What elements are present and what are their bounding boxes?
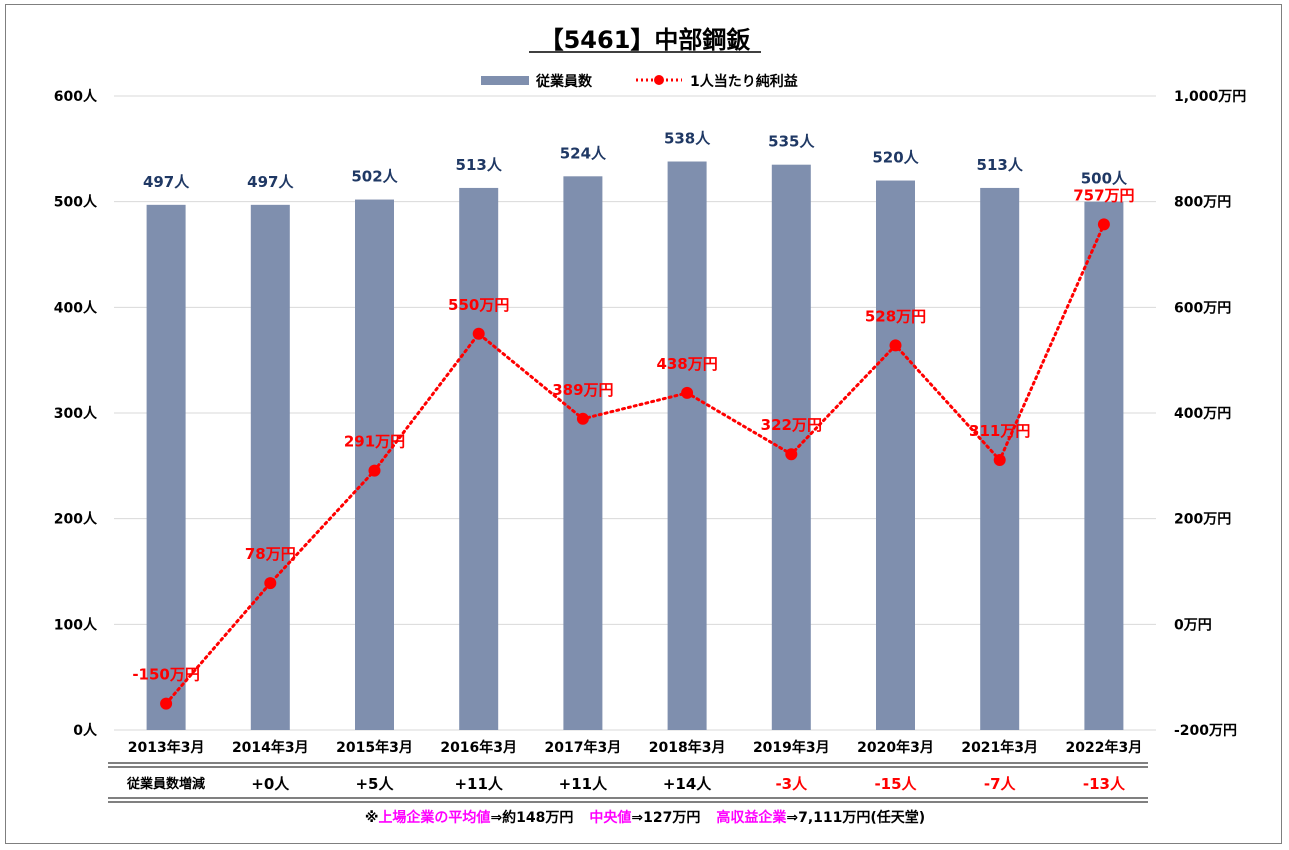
y-left-tick-label: 200人 [54,511,98,528]
bar-data-label: 538人 [664,130,711,148]
y-right-tick-label: 0万円 [1174,617,1212,633]
table-row-label: 従業員数増減 [126,776,205,792]
line-data-label: 438万円 [656,355,717,373]
legend-bar-label: 従業員数 [535,73,593,90]
line-point [785,448,798,461]
delta-value: -7人 [984,775,1017,793]
delta-values: +0人 +5人 +11人 +11人 +14人 -3人 -15人 -7人 -13人 [251,775,1126,793]
bar-data-label: 513人 [456,156,503,174]
line-point [576,412,589,425]
line-data-label: 550万円 [448,296,509,314]
chart-title: 【5461】中部鋼鈑 [540,26,751,54]
x-tick-label: 2015年3月 [336,739,413,756]
y-left-tick-label: 300人 [54,405,98,422]
bar [1084,201,1124,730]
delta-value: +5人 [355,775,394,793]
footnote-label-average: 上場企業の平均値 [378,809,490,826]
x-tick-label: 2017年3月 [545,739,622,756]
bar [250,204,290,730]
line-data-label: 322万円 [761,416,822,434]
bar [667,161,707,731]
legend-bar-swatch [481,76,529,85]
delta-value: +11人 [559,775,608,793]
footnote-value-high: ⇒7,111万円(任天堂) [786,809,925,826]
bar-data-label: 520人 [872,149,919,167]
y-axis-left: 0人 100人 200人 300人 400人 500人 600人 [54,88,98,739]
legend: 従業員数 1人当たり純利益 [481,73,798,90]
y-right-tick-label: 200万円 [1174,512,1231,528]
x-tick-label: 2022年3月 [1066,739,1143,756]
x-tick-label: 2016年3月 [440,739,517,756]
y-left-tick-label: 100人 [54,616,98,633]
bar [771,164,811,730]
footnote-prefix: ※ [365,810,379,826]
legend-line-marker [654,75,664,85]
bar [146,204,186,730]
y-left-tick-label: 500人 [54,194,98,211]
footnote-label-high: 高収益企業 [716,809,787,826]
line-point [681,386,694,399]
x-tick-label: 2019年3月 [753,739,830,756]
line-data-label: 291万円 [344,433,405,451]
bar-data-label: 524人 [560,144,607,162]
line-data-label: 78万円 [245,545,296,563]
y-right-tick-label: 600万円 [1174,300,1231,316]
x-tick-label: 2020年3月 [857,739,934,756]
bar-data-label: 497人 [247,173,294,191]
delta-table: 従業員数増減 +0人 +5人 +11人 +11人 +14人 -3人 -15人 -7人 -13人 [108,762,1148,803]
line-point [472,327,485,340]
line-data-label: -150万円 [132,666,200,684]
y-right-tick-label: 1,000万円 [1174,89,1246,105]
bar [876,180,915,731]
delta-value: +14人 [663,775,712,793]
bar-data-label: 500人 [1081,170,1128,188]
y-right-tick-label: 800万円 [1174,195,1231,211]
delta-value: -3人 [775,775,808,793]
line-data-label: 757万円 [1073,186,1134,204]
bar-data-label: 502人 [351,168,398,186]
line-series: -150万円 78万円 291万円 550万円 389万円 438万円 322万円 528万円… [132,186,1135,710]
delta-value: +0人 [251,775,290,793]
bar [459,187,499,730]
y-left-tick-label: 600人 [54,88,98,105]
bar [563,176,603,731]
line-point [993,454,1006,467]
footnote-value-average: ⇒約148万円 [490,809,573,826]
line-point [160,697,173,710]
footnote: ※上場企業の平均値⇒約148万円 中央値⇒127万円 高収益企業⇒7,111万円(任… [365,809,925,826]
delta-value: -13人 [1083,775,1126,793]
y-left-tick-label: 400人 [54,299,98,316]
line-data-label: 311万円 [969,422,1030,440]
y-right-tick-label: 400万円 [1174,406,1231,422]
line-point [889,339,902,352]
x-tick-label: 2013年3月 [128,739,205,756]
y-axis-right: -200万円 0万円 200万円 400万円 600万円 800万円 1,000万円 [1174,89,1246,739]
footnote-label-median: 中央値 [589,809,631,826]
line-point [1097,218,1110,231]
footnote-value-median: ⇒127万円 [631,810,700,826]
y-right-tick-label: -200万円 [1174,723,1237,739]
legend-line-label: 1人当たり純利益 [690,73,798,90]
x-tick-label: 2018年3月 [649,739,726,756]
line-data-label: 389万円 [552,381,613,399]
bar-data-label: 513人 [977,156,1024,174]
line-data-label: 528万円 [865,307,926,325]
bar-data-label: 497人 [143,173,190,191]
chart-frame [5,4,1282,844]
bar-data-label: 535人 [768,133,815,151]
x-axis-categories: 2013年3月 2014年3月 2015年3月 2016年3月 2017年3月 2018年… [128,739,1143,756]
delta-value: -15人 [874,775,917,793]
y-left-tick-label: 0人 [73,722,98,739]
delta-value: +11人 [454,775,503,793]
x-tick-label: 2021年3月 [961,739,1038,756]
line-point [368,464,381,477]
x-tick-label: 2014年3月 [232,739,309,756]
line-path [164,222,1106,706]
line-point [264,577,277,590]
